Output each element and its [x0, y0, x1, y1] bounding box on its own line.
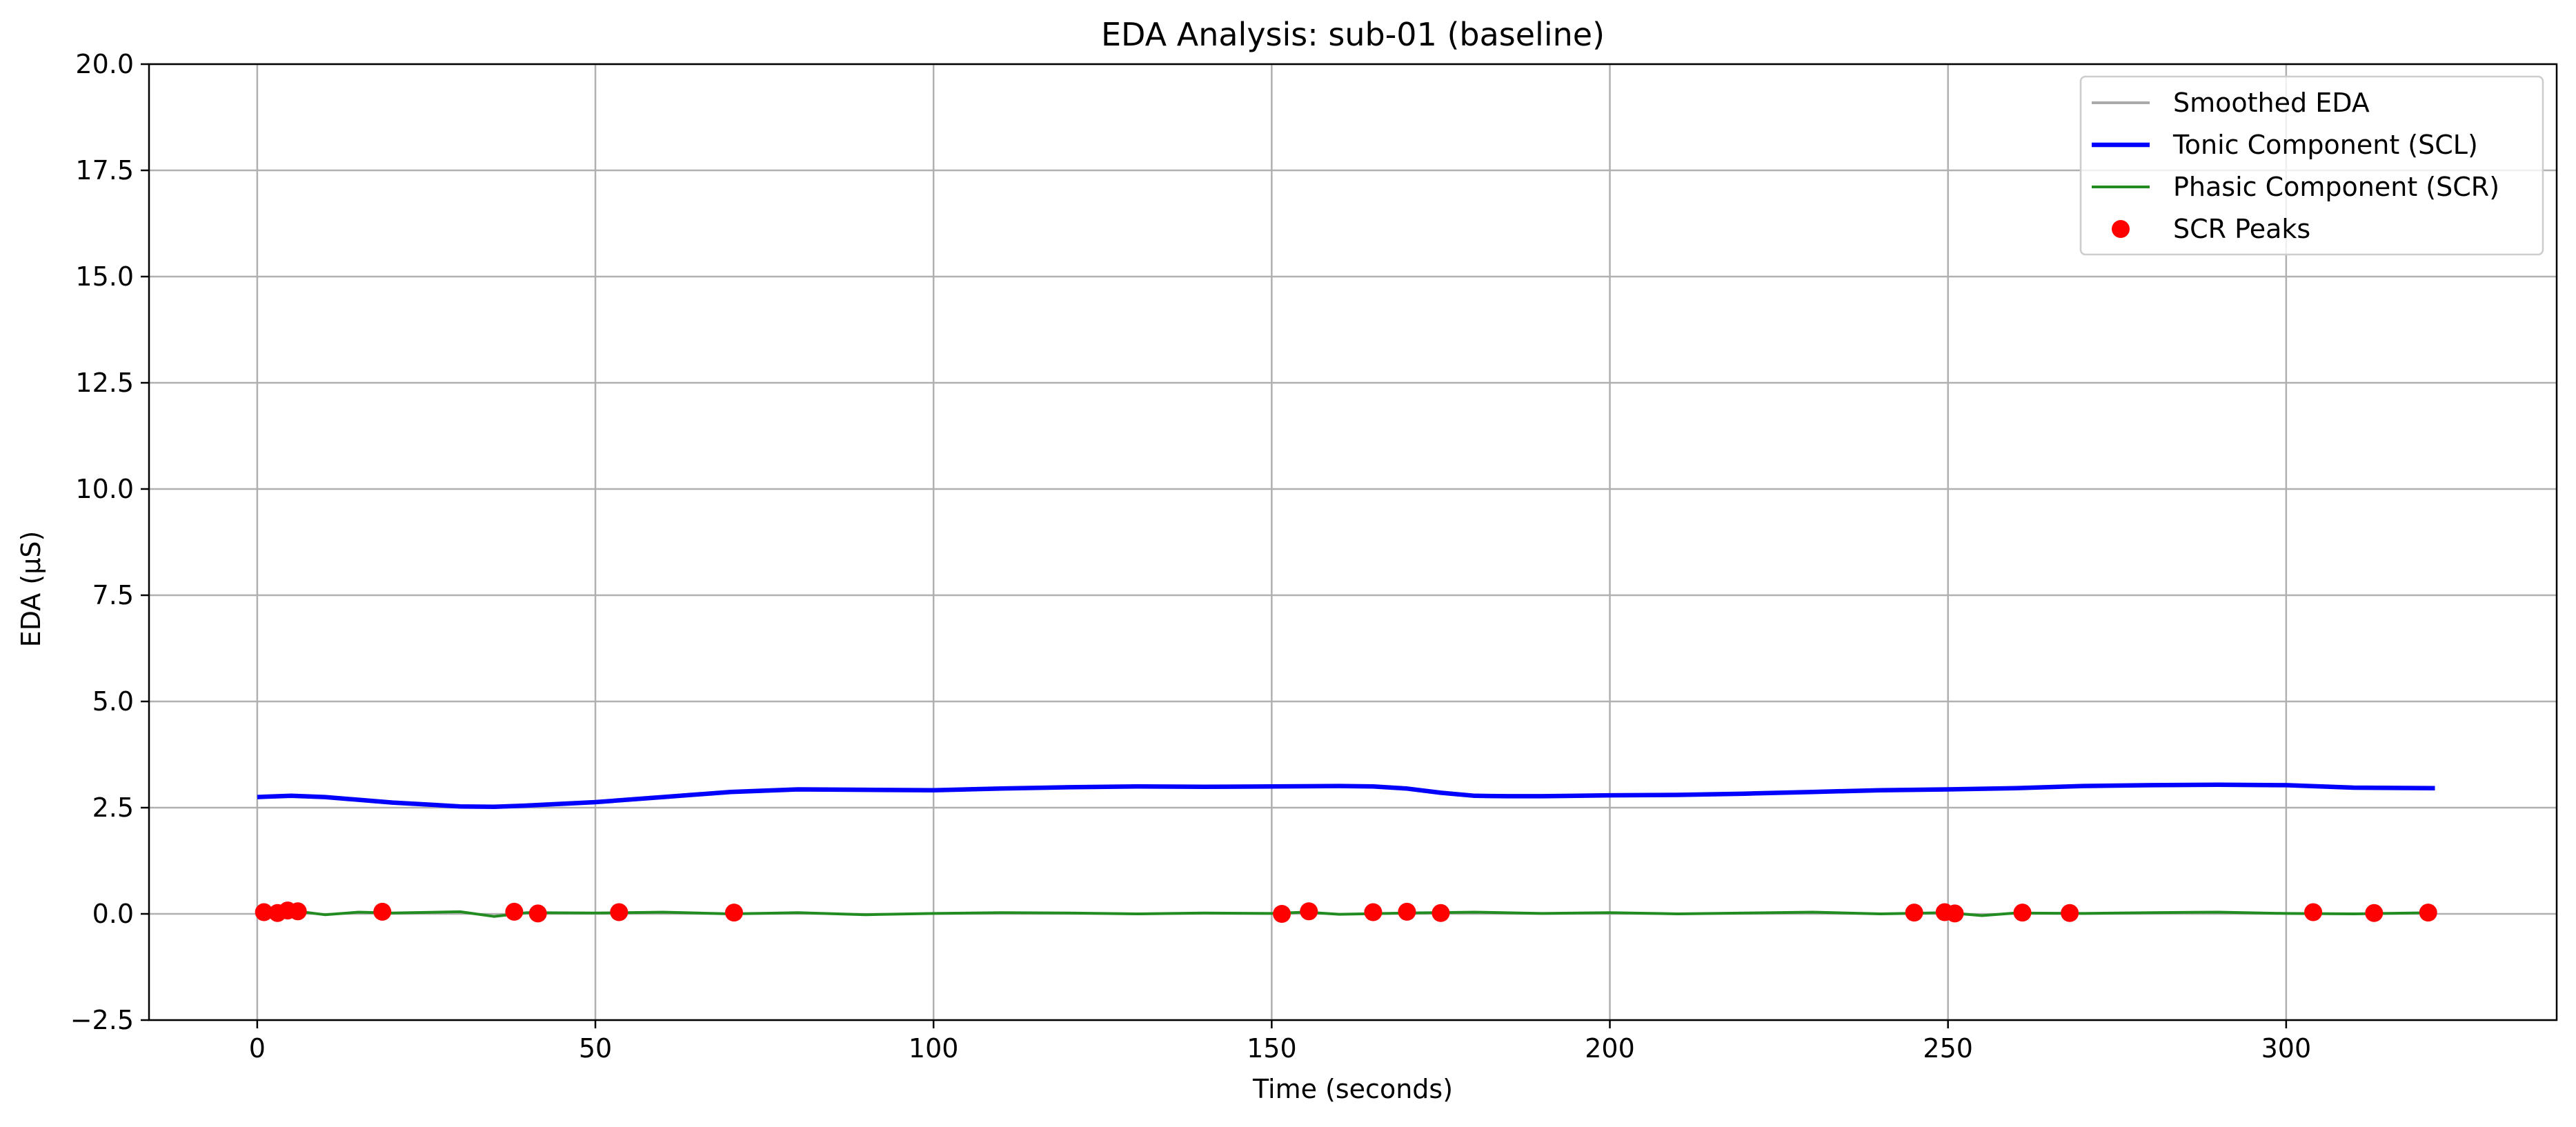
legend-entry: Tonic Component (SCL): [2092, 130, 2478, 160]
y-tick-label: 7.5: [92, 580, 134, 610]
scr-peak-point: [2013, 904, 2032, 922]
x-axis-title: Time (seconds): [1252, 1074, 1453, 1104]
series-layer: [255, 782, 2437, 923]
legend-box: [2079, 75, 2544, 256]
plot-frame: [148, 63, 2558, 1021]
phasic-component-scr-line: [257, 909, 2435, 918]
legend-entry: Phasic Component (SCR): [2092, 172, 2499, 202]
scr-peak-point: [2419, 904, 2437, 922]
x-tick-label: 200: [1585, 1033, 1635, 1064]
scr-peak-point: [373, 902, 392, 921]
scr-peak-point: [1945, 904, 1964, 923]
x-tick-label: 100: [909, 1033, 959, 1064]
legend-label: Smoothed EDA: [2173, 88, 2370, 118]
legend-label: Tonic Component (SCL): [2172, 130, 2478, 160]
scr-peak-point: [724, 904, 743, 922]
scr-peak-point: [1364, 903, 1383, 921]
y-tick-label: 15.0: [75, 261, 134, 292]
scr-peak-point: [2365, 904, 2384, 922]
y-tick-label: 12.5: [75, 368, 134, 398]
y-tick-label: 17.5: [75, 155, 134, 186]
scr-peak-point: [1905, 904, 1923, 922]
x-tick-label: 250: [1923, 1033, 1973, 1064]
legend-entry: SCR Peaks: [2112, 214, 2310, 244]
y-tick-label: −2.5: [70, 1005, 134, 1035]
chart-title: EDA Analysis: sub-01 (baseline): [1101, 16, 1605, 53]
legend: Smoothed EDA Tonic Component (SCL) Phasic …: [2079, 75, 2544, 256]
scr-peak-point: [2061, 904, 2079, 922]
tonic-component-scl-line: [257, 782, 2435, 810]
scr-peak-point: [255, 903, 273, 921]
legend-swatch: [2112, 220, 2130, 238]
y-tick-label: 20.0: [75, 49, 134, 79]
scr-peak-point: [528, 904, 547, 923]
x-tick-label: 150: [1247, 1033, 1297, 1064]
y-tick-label: 0.0: [92, 899, 134, 929]
x-tick-label: 50: [579, 1033, 612, 1064]
y-tick-label: 10.0: [75, 474, 134, 504]
scr-peak-point: [1398, 902, 1416, 921]
scr-peak-point: [1300, 902, 1318, 921]
legend-entry: Smoothed EDA: [2092, 88, 2370, 118]
scr-peak-point: [288, 902, 307, 921]
legend-label: Phasic Component (SCR): [2173, 172, 2499, 202]
scr-peak-point: [2304, 903, 2323, 921]
y-tick-label: 5.0: [92, 686, 134, 717]
scr-peak-point: [610, 903, 628, 921]
legend-label: SCR Peaks: [2173, 214, 2310, 244]
axis-ticks: 0 50 100 150 200 250 300 −2.5 0.0 2.5 5.0 7.5 10.0 12…: [70, 49, 2311, 1064]
scr-peak-point: [1431, 904, 1450, 922]
scr-peak-point: [505, 902, 524, 921]
x-tick-label: 300: [2261, 1033, 2312, 1064]
scr-peak-point: [1273, 905, 1291, 923]
y-axis-title: EDA (µS): [16, 531, 46, 648]
x-tick-label: 0: [249, 1033, 266, 1064]
y-tick-label: 2.5: [92, 792, 134, 823]
